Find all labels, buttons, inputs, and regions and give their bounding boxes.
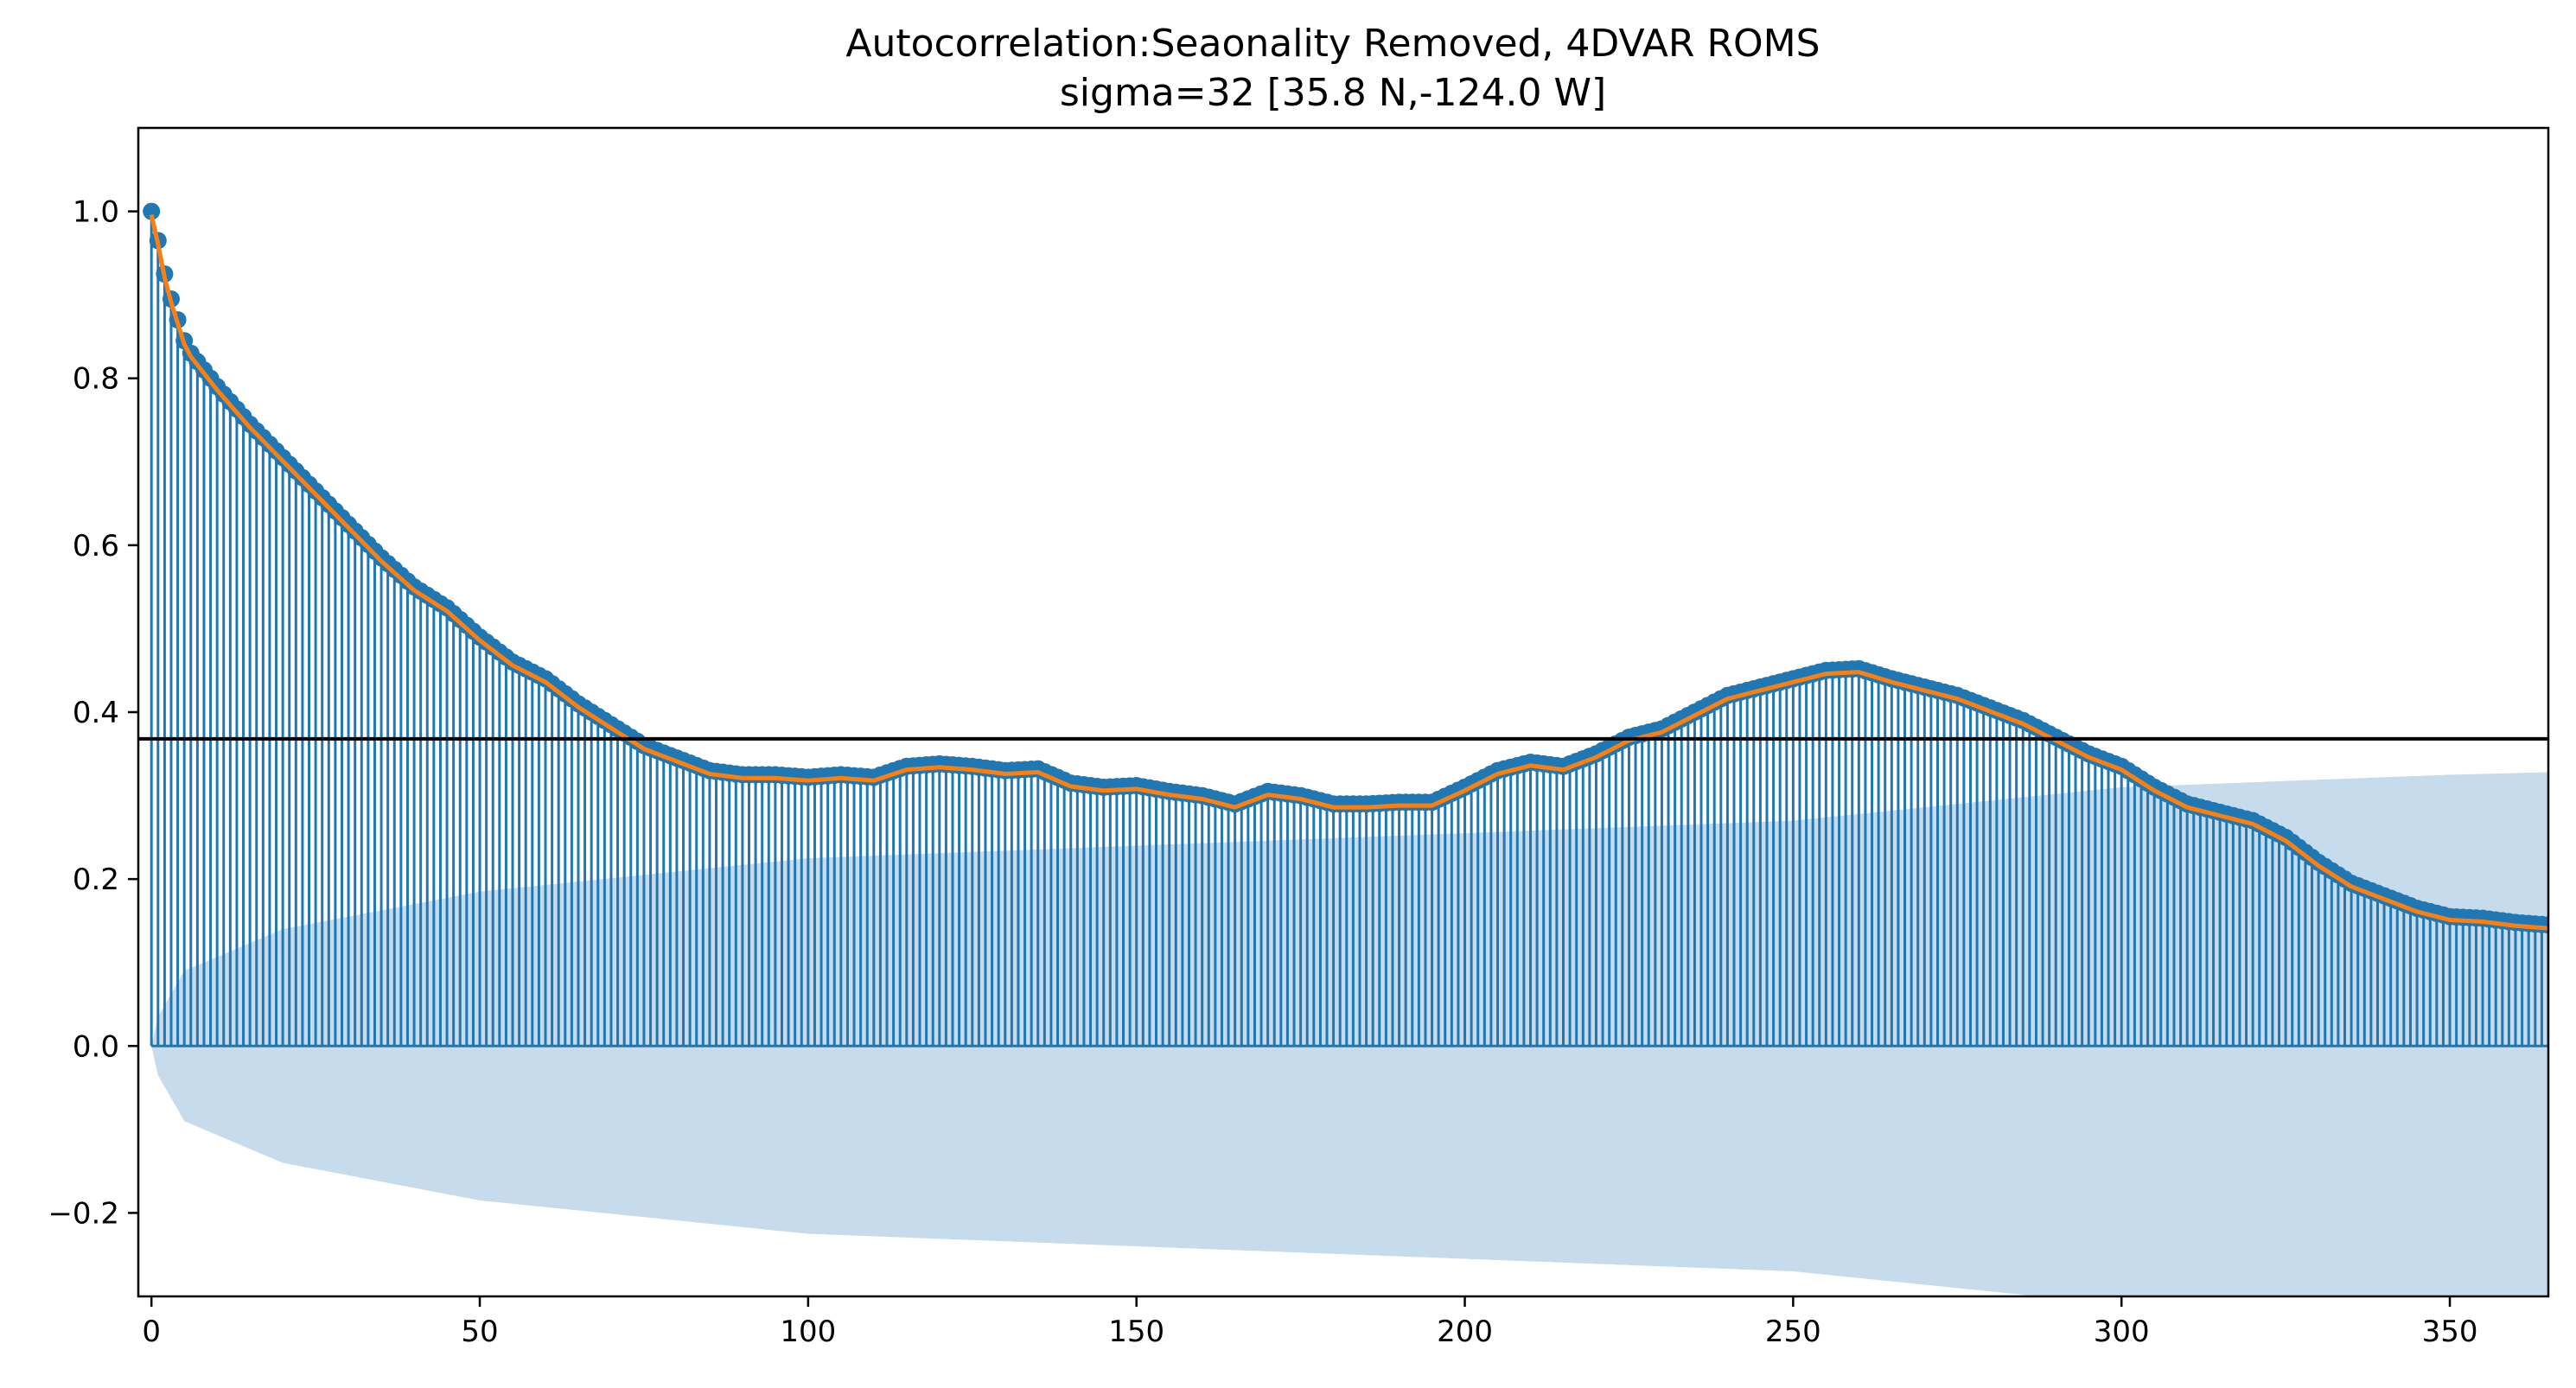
x-tick-label: 200 — [1437, 1315, 1493, 1349]
x-tick-label: 50 — [461, 1315, 498, 1349]
chart-title: Autocorrelation:Seaonality Removed, 4DVA… — [845, 22, 1820, 66]
x-tick-label: 300 — [2094, 1315, 2150, 1349]
x-tick-label: 350 — [2422, 1315, 2478, 1349]
chart-subtitle: sigma=32 [35.8 N,-124.0 W] — [1060, 71, 1606, 115]
y-tick-label: 0.0 — [73, 1029, 119, 1064]
acf-marker — [143, 202, 161, 220]
y-tick-label: 0.6 — [73, 529, 119, 563]
confidence-band — [151, 772, 2548, 1296]
acf-fit-line — [149, 213, 2548, 931]
y-tick-label: 0.8 — [73, 362, 119, 397]
y-tick-label: 1.0 — [73, 195, 119, 230]
y-tick-label: −0.2 — [48, 1196, 119, 1231]
x-tick-label: 0 — [142, 1315, 161, 1349]
x-tick-label: 100 — [780, 1315, 836, 1349]
y-tick-label: 0.4 — [73, 696, 119, 730]
x-tick-label: 150 — [1108, 1315, 1164, 1349]
y-tick-label: 0.2 — [73, 863, 119, 897]
x-tick-label: 250 — [1765, 1315, 1821, 1349]
